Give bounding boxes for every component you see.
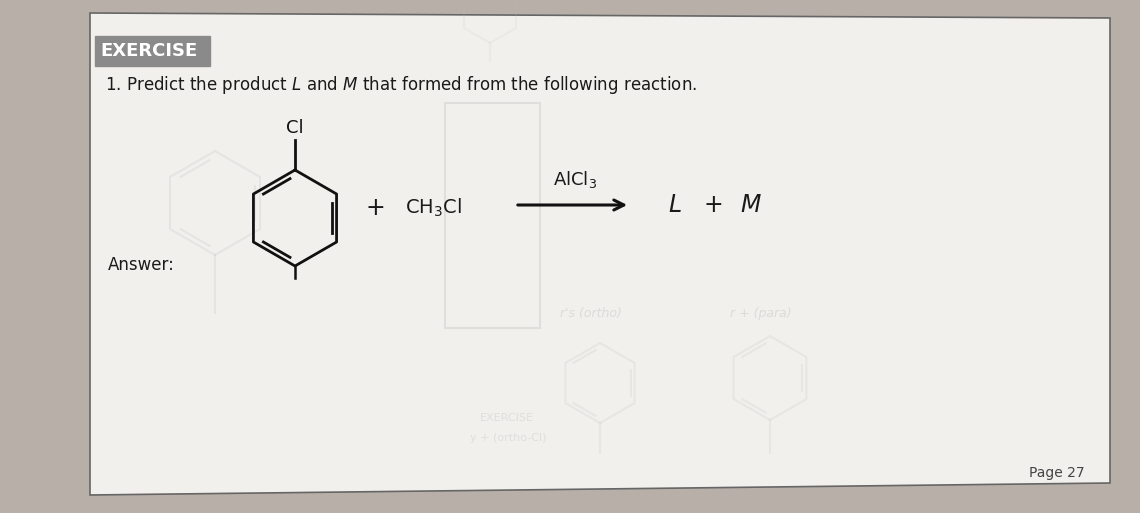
Text: 1. Predict the product $L$ and $M$ that formed from the following reaction.: 1. Predict the product $L$ and $M$ that … bbox=[105, 74, 697, 96]
Text: r + (para): r + (para) bbox=[730, 306, 791, 320]
Text: AlCl$_3$: AlCl$_3$ bbox=[553, 169, 597, 190]
Bar bbox=[445, 103, 540, 328]
Text: $M$: $M$ bbox=[740, 193, 762, 216]
Text: +: + bbox=[705, 193, 724, 217]
Text: r's (ortho): r's (ortho) bbox=[560, 306, 622, 320]
Polygon shape bbox=[90, 13, 1110, 495]
Text: $L$: $L$ bbox=[668, 193, 682, 216]
Text: Cl: Cl bbox=[286, 119, 304, 137]
Text: +: + bbox=[365, 196, 385, 220]
Text: EXERCISE: EXERCISE bbox=[480, 413, 534, 423]
Text: y + (ortho-Cl): y + (ortho-Cl) bbox=[470, 433, 546, 443]
Text: CH$_3$Cl: CH$_3$Cl bbox=[405, 197, 462, 219]
Text: Page 27: Page 27 bbox=[1029, 466, 1085, 480]
FancyBboxPatch shape bbox=[95, 36, 210, 66]
Text: EXERCISE: EXERCISE bbox=[100, 42, 197, 60]
Text: Answer:: Answer: bbox=[108, 256, 174, 274]
